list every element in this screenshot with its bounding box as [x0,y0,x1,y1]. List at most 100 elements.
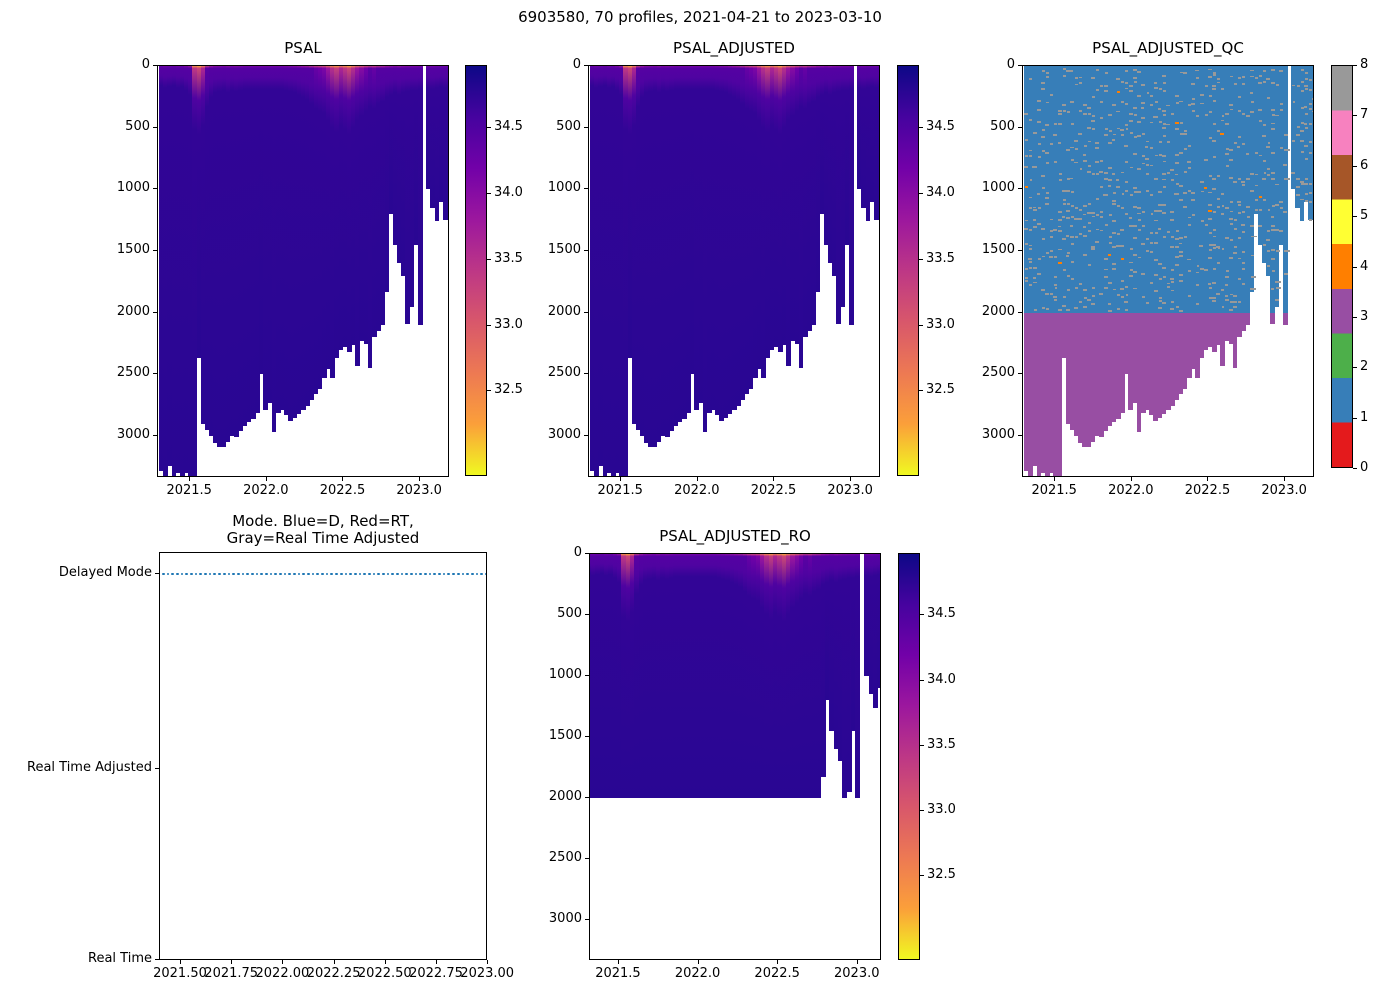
qc-flag8-speckle [1028,229,1036,232]
qc-flag3-column [1120,312,1125,413]
psal-adjusted-ro-profile-column [638,554,644,798]
psal-adjusted-ro-profile-column [829,554,835,731]
qc-flag8-speckle [1133,113,1138,116]
psal-profile-column [225,66,231,443]
qc-flag3-column [1065,312,1071,424]
qc-flag1-column [1128,66,1134,313]
qc-flag8-speckle [1041,149,1047,152]
qc-flag8-speckle [1275,183,1282,186]
qc-flag8-speckle [1312,123,1313,126]
y-tick-label: 0 [141,57,150,72]
qc-flag8-speckle [1304,123,1308,126]
colorbar-tick-label: 32.5 [926,382,955,398]
qc-flag1-column [1216,66,1221,313]
colorbar-tick-mark [1353,316,1357,318]
mode-delayed-marker [442,572,446,576]
qc-flag8-speckle [1082,103,1089,106]
qc-flag3-column [1270,312,1276,324]
psal-profile-column [171,66,177,476]
qc-flag8-speckle [1275,84,1280,87]
qc-flag1-column [1069,66,1075,313]
qc-flag8-speckle [1175,162,1180,165]
qc-flag1-column [1140,66,1146,313]
mode-delayed-marker [222,572,226,576]
qc-flag8-speckle [1070,70,1074,73]
qc-flag8-speckle [1178,255,1184,258]
qc-flag8-speckle [1224,113,1231,116]
y-tick-mark [584,435,588,437]
mode-delayed-marker [297,572,301,576]
qc-flag8-speckle [1075,235,1079,238]
colorbar-tick-label: 33.0 [926,316,955,332]
qc-flag8-speckle [1178,237,1185,240]
qc-flag8-speckle [1212,100,1217,103]
qc-flag8-speckle [1112,103,1116,106]
qc-flag8-speckle [1104,171,1108,174]
qc-flag8-speckle [1146,140,1151,143]
qc-flag8-speckle [1063,68,1067,71]
x-tick-label: 2022.50 [357,966,412,981]
qc-flag8-speckle [1213,229,1217,231]
x-tick-mark [419,477,421,481]
qc-flag8-speckle [1083,288,1089,291]
psal-adjusted-ro-profile-column [781,554,787,798]
qc-flag8-speckle [1166,104,1172,107]
colorbar-tick-label: 1 [1360,409,1369,425]
qc-flag8-speckle [1200,181,1206,184]
colorbar-tick-label: 33.5 [927,736,956,752]
psal-profile-column [217,66,223,448]
psal-adjusted-ro-profile-column [833,554,839,749]
colorbar-tick-mark [1353,266,1357,268]
qc-flag8-speckle [1058,248,1063,251]
qc-flag8-speckle [1149,281,1154,284]
qc-flag8-speckle [1309,107,1313,110]
mode-delayed-marker [246,572,249,576]
colorbar-tick-label: 34.5 [926,118,955,134]
qc-flag8-speckle [1054,287,1058,290]
qc-flag1-column [1153,66,1159,313]
qc-flag8-speckle [1196,271,1202,274]
y-tick-label: 3000 [981,427,1015,443]
qc-flag8-speckle [1116,127,1121,130]
mode-delayed-marker [353,572,357,576]
qc-flag8-speckle [1174,173,1179,176]
qc-flag8-speckle [1228,256,1235,259]
qc-flag8-speckle [1153,115,1159,118]
qc-flag8-speckle [1270,69,1277,72]
qc-flag8-speckle [1100,186,1106,188]
qc-flag8-speckle [1233,245,1239,248]
mode-delayed-marker [279,572,282,576]
qc-flag8-speckle [1157,306,1162,309]
qc-flag8-speckle [1208,286,1215,289]
qc-flag1-column [1094,66,1100,313]
mode-delayed-marker [316,572,320,576]
qc-flag8-speckle [1200,93,1206,96]
qc-flag3-column [1241,312,1246,332]
psal-profile-column [426,66,431,190]
qc-flag8-speckle [1292,84,1296,87]
qc-flag8-speckle [1305,158,1309,161]
qc-flag8-speckle [1266,168,1271,170]
qc-flag1-column [1270,66,1276,313]
qc-flag8-speckle [1221,119,1226,122]
qc-flag8-speckle [1045,162,1052,165]
qc-flag8-speckle [1095,197,1099,200]
psal-adjusted-heatmap-axes [588,65,880,477]
psal-profile-column [280,66,285,411]
psal-adjusted-profile-column [765,66,771,358]
qc-flag8-speckle [1271,270,1277,272]
colorbar-tick-mark [919,126,923,128]
qc-flag8-speckle [1137,256,1142,259]
qc-flag8-speckle [1312,97,1313,100]
psal-profile-column [313,66,319,395]
qc-flag1-column [1165,66,1171,313]
psal-adjusted-ro-profile-column [590,554,596,798]
qc-flag8-speckle [1258,209,1263,212]
qc-flag8-speckle [1036,192,1041,195]
qc-flag8-speckle [1175,229,1179,232]
qc-flag8-speckle [1296,126,1301,128]
qc-flag8-speckle [1078,232,1084,235]
colorbar-tick-label: 5 [1360,208,1369,224]
qc-flag8-speckle [1242,143,1246,146]
mode-delayed-marker [232,572,235,576]
